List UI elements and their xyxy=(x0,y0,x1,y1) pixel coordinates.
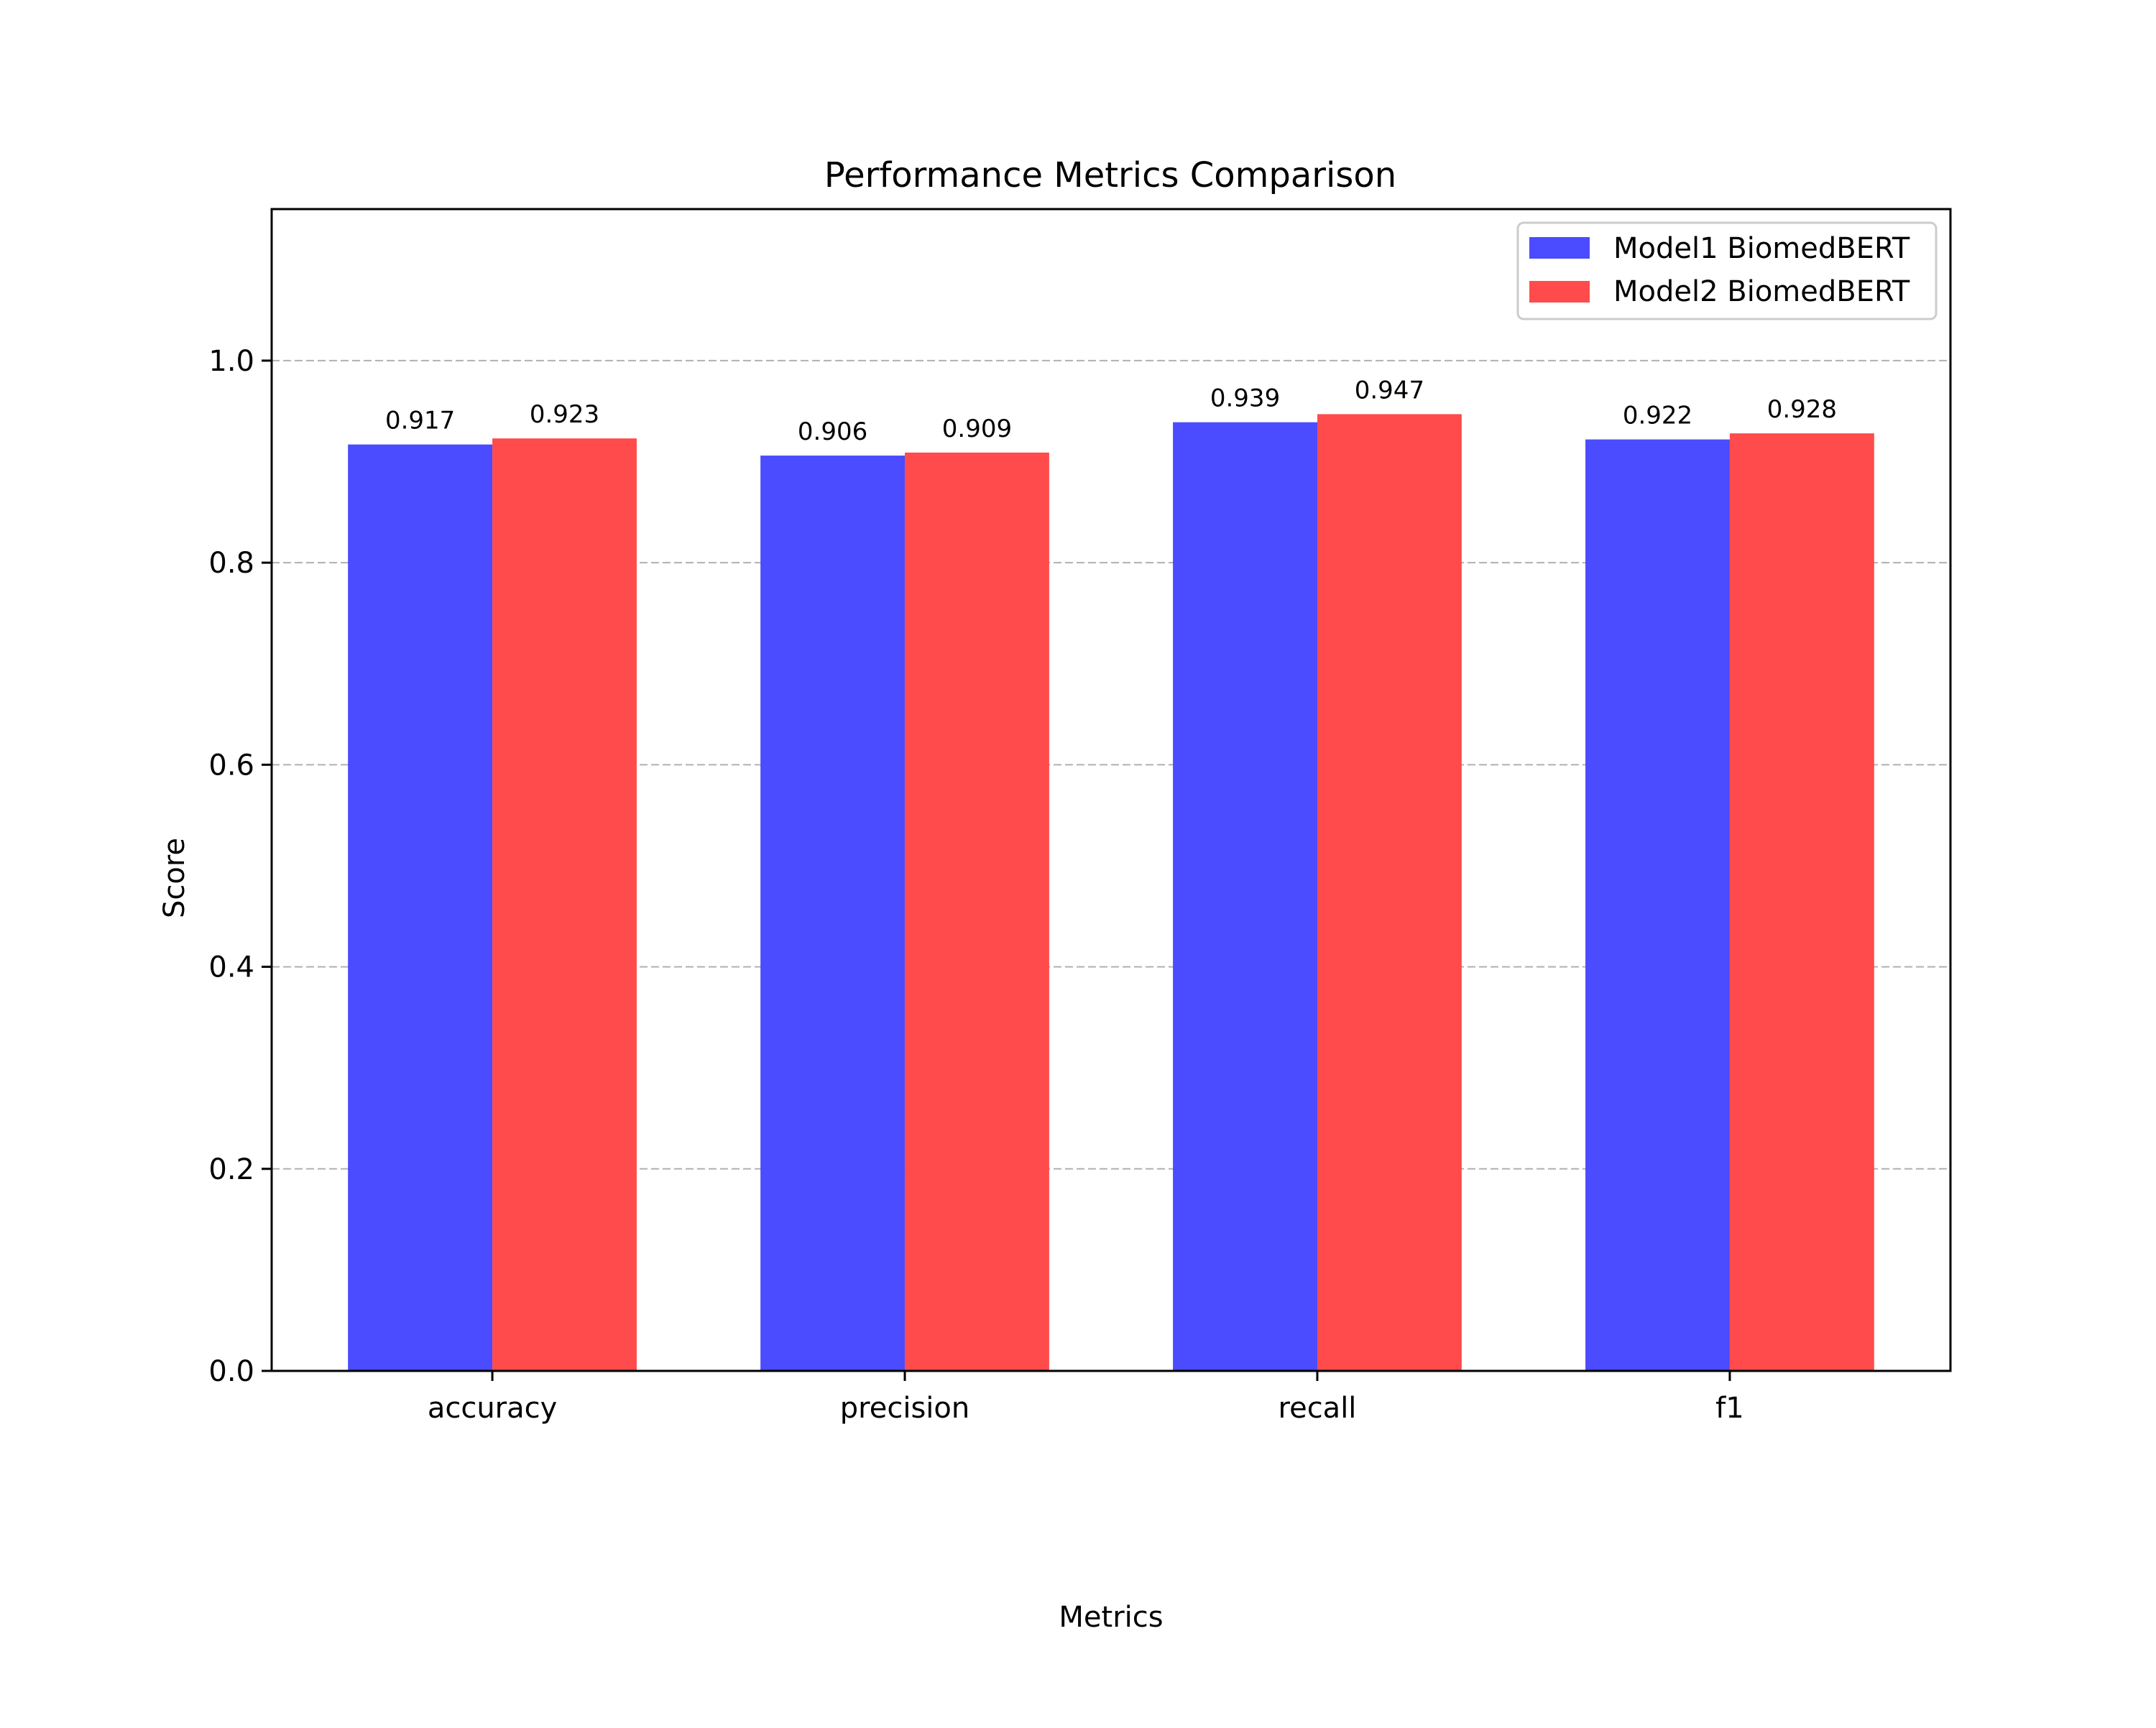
bar-accuracy-series-2 xyxy=(492,438,637,1371)
bar-precision-series-1 xyxy=(760,456,906,1371)
y-tick-label: 0.2 xyxy=(208,1153,254,1186)
legend-frame xyxy=(1516,221,1938,320)
bar-precision-series-2 xyxy=(905,452,1049,1371)
y-tick-label: 1.0 xyxy=(208,345,254,378)
y-tick-label: 0.4 xyxy=(208,951,254,984)
legend: Model1 BiomedBERT Model2 BiomedBERT xyxy=(1516,221,1938,320)
bar-value-label: 0.922 xyxy=(1623,402,1692,430)
bar-f1-series-1 xyxy=(1585,439,1730,1371)
bar-recall-series-1 xyxy=(1173,422,1317,1371)
y-axis-ticks: 0.0 0.2 0.4 0.6 0.8 1.0 xyxy=(208,345,272,1388)
bar-value-labels: 0.917 0.923 0.906 0.909 0.939 0.947 0.922 0.928 xyxy=(385,376,1837,446)
x-tick-label: f1 xyxy=(1715,1392,1744,1425)
bar-value-label: 0.928 xyxy=(1767,395,1837,424)
bar-f1-series-2 xyxy=(1729,433,1874,1371)
plot-area-frame xyxy=(270,208,1952,1372)
x-axis-ticks: accuracy precision recall f1 xyxy=(428,1371,1744,1425)
y-tick-label: 0.0 xyxy=(208,1355,254,1388)
x-tick-label: recall xyxy=(1279,1392,1357,1425)
bar-value-label: 0.923 xyxy=(530,400,599,429)
bar-value-label: 0.939 xyxy=(1210,384,1280,413)
x-axis-label: Metrics xyxy=(1059,1601,1163,1634)
bar-value-label: 0.906 xyxy=(798,417,867,446)
legend-label-model1: Model1 BiomedBERT xyxy=(1613,232,1910,265)
bars xyxy=(348,414,1874,1371)
bar-recall-series-2 xyxy=(1317,414,1462,1371)
chart-title: Performance Metrics Comparison xyxy=(824,155,1396,195)
bar-value-label: 0.909 xyxy=(942,415,1012,443)
y-tick-label: 0.6 xyxy=(208,749,254,782)
x-tick-label: precision xyxy=(840,1392,969,1425)
y-tick-label: 0.8 xyxy=(208,547,254,580)
x-tick-label: accuracy xyxy=(428,1392,557,1425)
legend-swatch-model2 xyxy=(1529,281,1590,302)
bar-value-label: 0.947 xyxy=(1355,376,1424,405)
legend-swatch-model1 xyxy=(1529,237,1590,259)
y-axis-label: Score xyxy=(158,838,191,918)
legend-label-model2: Model2 BiomedBERT xyxy=(1613,275,1910,308)
bar-value-label: 0.917 xyxy=(385,407,455,435)
bar-accuracy-series-1 xyxy=(348,444,493,1371)
